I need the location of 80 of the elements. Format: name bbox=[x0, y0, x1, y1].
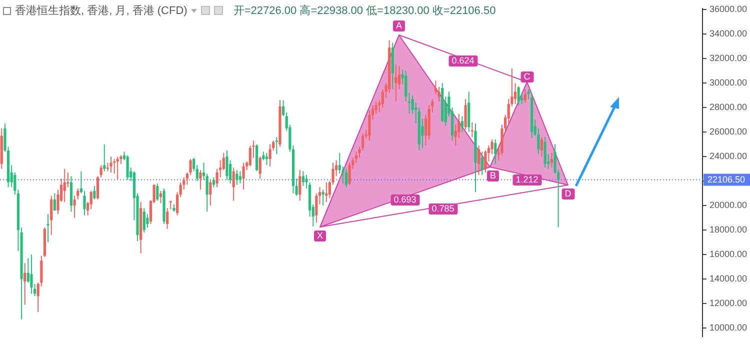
candlestick bbox=[298, 170, 302, 202]
candlestick bbox=[73, 195, 76, 218]
candlestick bbox=[550, 152, 553, 168]
candlestick bbox=[146, 214, 149, 228]
candlestick bbox=[232, 167, 235, 202]
y-tick-label: 36000.00 bbox=[709, 4, 748, 14]
candlestick bbox=[258, 156, 262, 180]
candlestick bbox=[315, 192, 318, 224]
candlestick bbox=[63, 168, 66, 202]
annotation: 0.785 bbox=[428, 204, 458, 214]
candlestick bbox=[126, 154, 129, 180]
candlestick bbox=[348, 162, 351, 186]
candlestick bbox=[96, 176, 100, 200]
candlestick bbox=[156, 183, 159, 202]
candlestick bbox=[480, 151, 484, 176]
candlestick bbox=[46, 214, 50, 243]
ref-line-label: 22106.50 bbox=[707, 174, 746, 184]
candlestick bbox=[344, 168, 348, 188]
candlestick bbox=[275, 136, 278, 155]
candlestick bbox=[116, 156, 119, 180]
annotation: X bbox=[314, 230, 326, 242]
chart-subtitle: 开=22726.00 高=22938.00 低=18230.00 收=22106.50 bbox=[233, 4, 496, 18]
candlestick bbox=[322, 189, 324, 206]
y-tick-label: 10000.00 bbox=[709, 322, 748, 333]
candlestick bbox=[30, 254, 33, 294]
y-tick-label: 28000.00 bbox=[709, 102, 748, 112]
candlestick bbox=[199, 170, 202, 190]
candlestick bbox=[236, 170, 238, 186]
candlestick bbox=[209, 179, 212, 206]
y-tick-label: 14000.00 bbox=[709, 274, 748, 284]
y-tick-label: 16000.00 bbox=[709, 249, 748, 260]
candlestick bbox=[540, 136, 544, 158]
candlestick bbox=[302, 170, 304, 186]
candlestick bbox=[238, 170, 242, 184]
candlestick bbox=[394, 64, 398, 102]
annotation: 1.212 bbox=[512, 174, 542, 186]
y-tick-label: 30000.00 bbox=[709, 78, 748, 88]
annotation: B bbox=[486, 170, 500, 182]
candlestick bbox=[159, 190, 162, 204]
candlestick bbox=[70, 176, 73, 212]
candlestick bbox=[478, 145, 480, 176]
candlestick bbox=[226, 150, 228, 180]
y-tick-label: 32000.00 bbox=[709, 53, 748, 64]
y-tick-label: 12000.00 bbox=[709, 298, 748, 308]
candlestick bbox=[484, 150, 487, 173]
y-tick-label: 34000.00 bbox=[709, 28, 748, 39]
candlestick bbox=[517, 86, 520, 106]
candlestick bbox=[110, 156, 112, 173]
chart-title: 香港恒生指数, 香港, 月, 香港 (CFD) bbox=[15, 4, 188, 18]
y-tick-label: 20000.00 bbox=[709, 200, 748, 210]
candlestick bbox=[50, 195, 53, 236]
y-tick-label: 26000.00 bbox=[709, 126, 748, 137]
y-tick-label: 18000.00 bbox=[709, 224, 748, 235]
candlestick bbox=[166, 208, 169, 230]
candlestick bbox=[93, 185, 96, 200]
y-tick-label: 24000.00 bbox=[709, 151, 748, 162]
candlestick bbox=[490, 138, 494, 155]
candlestick bbox=[494, 138, 497, 164]
candlestick bbox=[265, 152, 268, 166]
candlestick bbox=[325, 182, 328, 202]
annotation: D bbox=[562, 188, 574, 200]
candlestick bbox=[524, 88, 526, 104]
candlestick bbox=[142, 208, 146, 234]
candlestick bbox=[103, 144, 106, 172]
candlestick bbox=[544, 136, 546, 168]
candlestick bbox=[470, 122, 474, 138]
candlestick bbox=[100, 164, 102, 178]
candlestick bbox=[189, 158, 192, 176]
annotation: A bbox=[392, 20, 406, 32]
candlestick bbox=[76, 188, 80, 200]
candlestick bbox=[53, 192, 56, 211]
candlestick bbox=[464, 98, 467, 130]
candlestick bbox=[268, 144, 272, 167]
candlestick bbox=[242, 162, 245, 190]
candlestick bbox=[460, 116, 464, 133]
candlestick bbox=[24, 262, 26, 306]
annotation: 0.693 bbox=[390, 194, 420, 206]
annotation: 0.624 bbox=[448, 56, 478, 66]
annotation: C bbox=[520, 72, 534, 82]
candlestick bbox=[83, 190, 86, 216]
